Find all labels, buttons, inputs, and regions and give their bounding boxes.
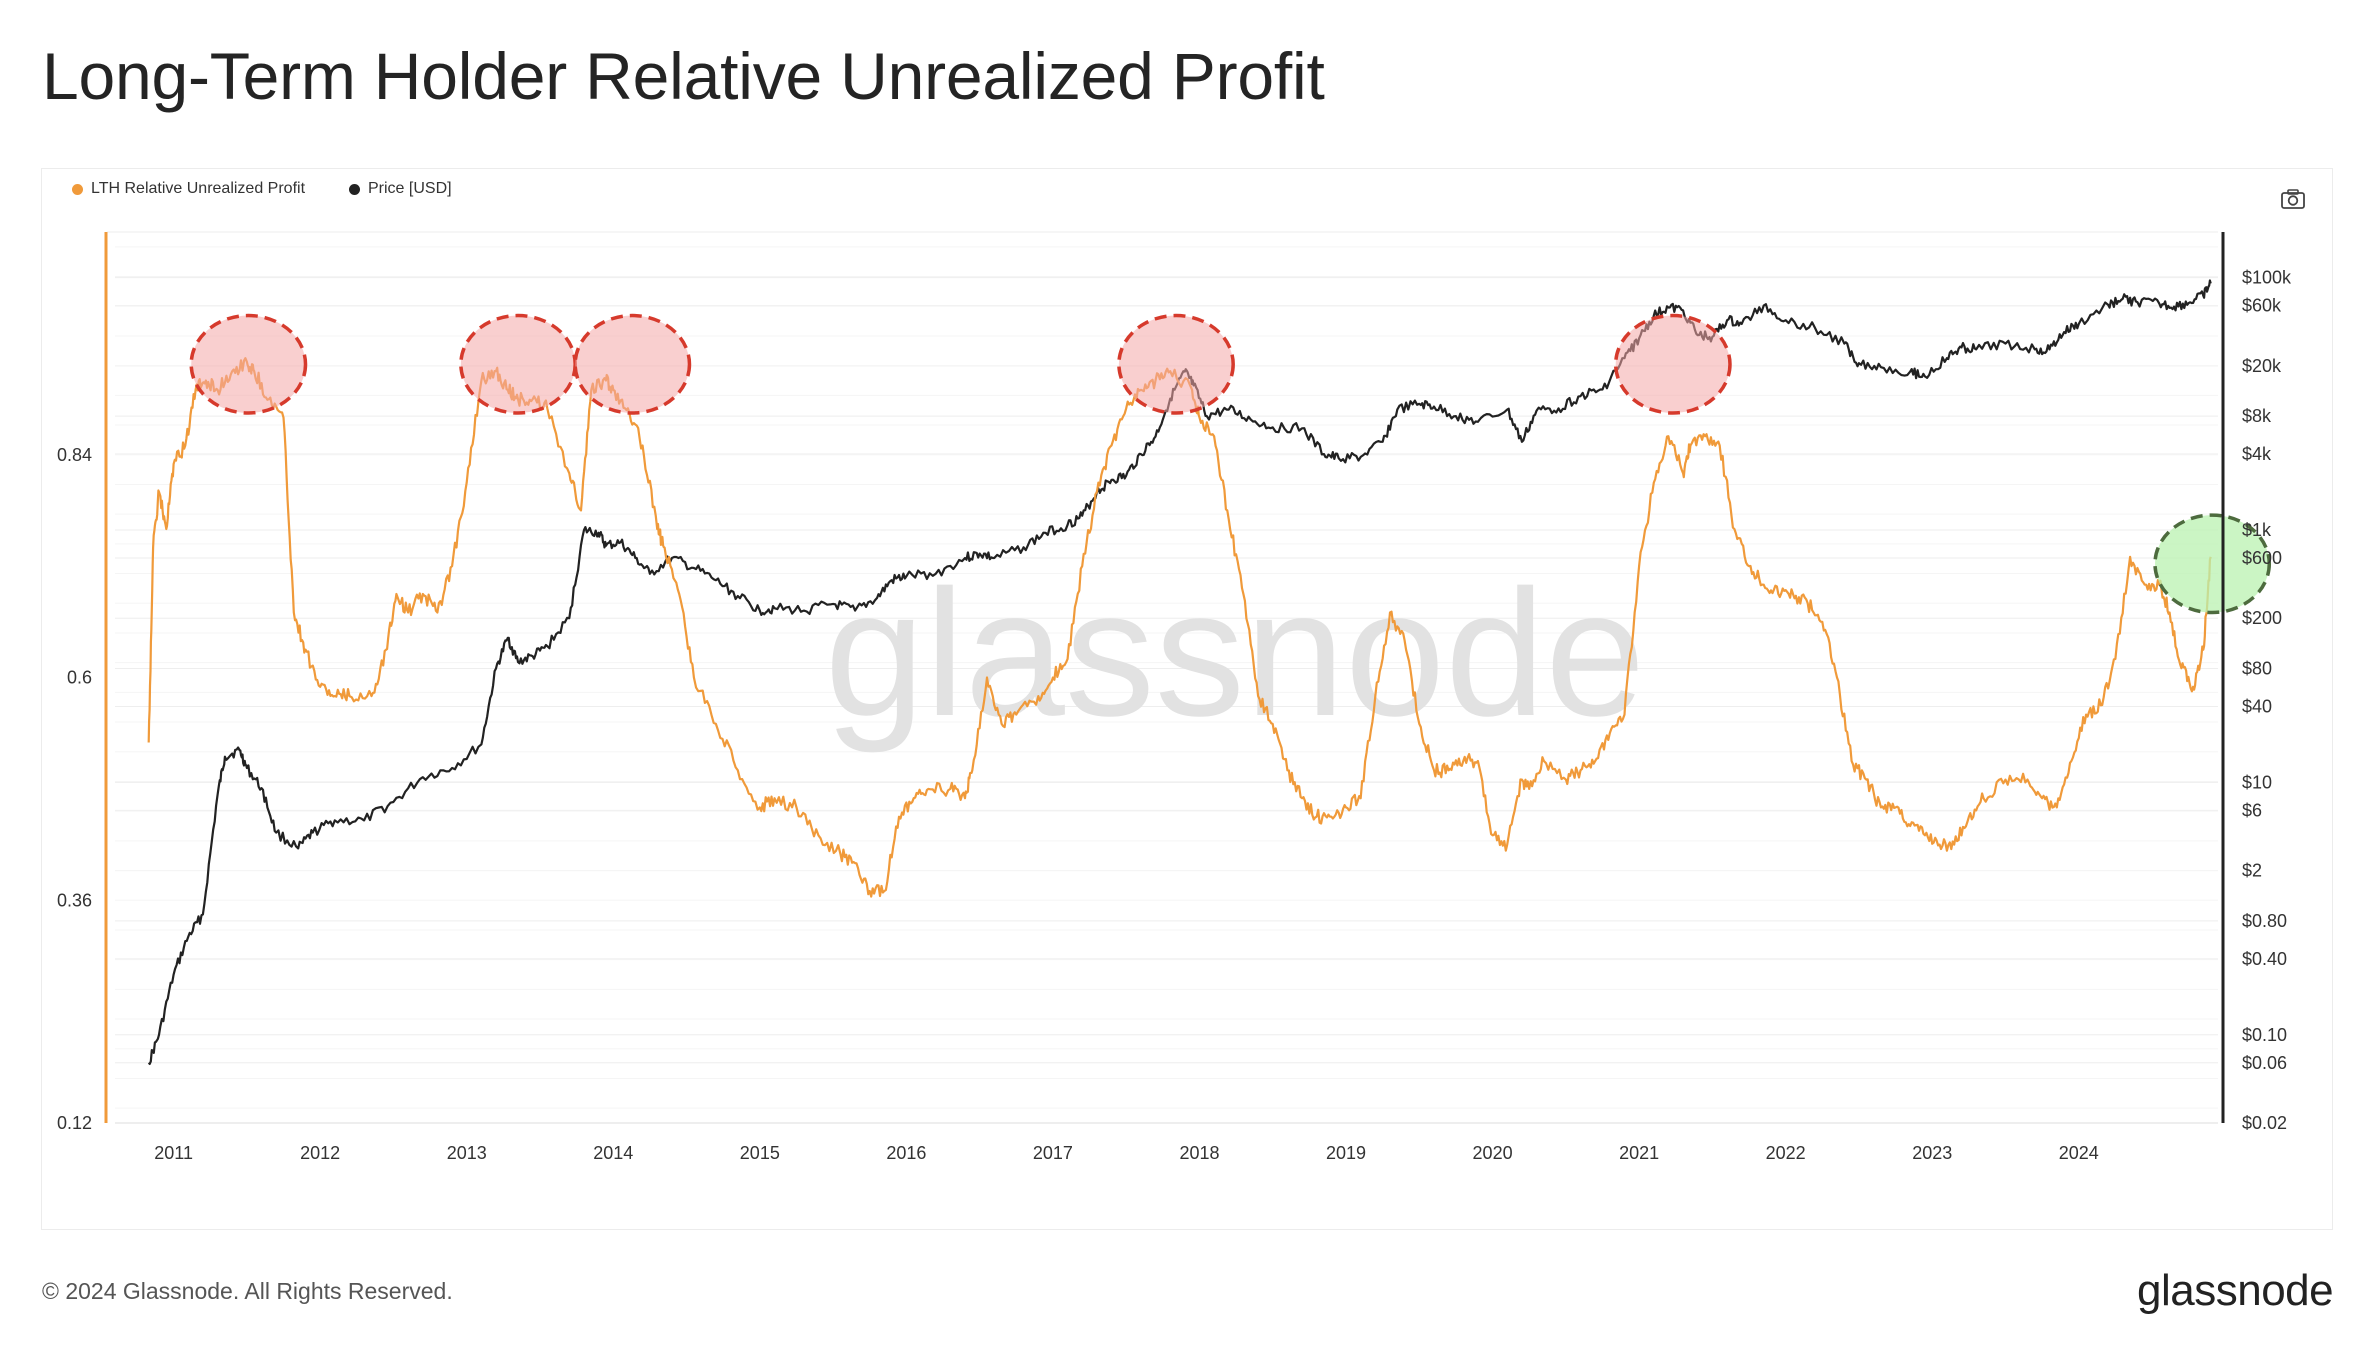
y-right-tick-label-17: $0.02 xyxy=(2242,1113,2287,1133)
y-right-tick-label-2: $20k xyxy=(2242,356,2282,376)
legend-dot-rup xyxy=(72,183,83,195)
peak-zone-red-0 xyxy=(189,313,308,415)
footer-logo[interactable]: glassnode xyxy=(2137,1266,2334,1315)
y-left-tick-label-2: 0.36 xyxy=(57,890,92,910)
y-left-tick-label-0: 0.84 xyxy=(57,445,92,465)
chart-title: Long-Term Holder Relative Unrealized Pro… xyxy=(42,39,1325,113)
y-right-tick-label-11: $6 xyxy=(2242,800,2262,820)
x-tick-label-2020: 2020 xyxy=(1473,1143,1513,1163)
y-right-tick-label-13: $0.80 xyxy=(2242,911,2287,931)
y-left-tick-label-3: 0.12 xyxy=(57,1113,92,1133)
y-right-tick-label-10: $10 xyxy=(2242,772,2272,792)
x-tick-label-2022: 2022 xyxy=(1766,1143,1806,1163)
y-right-tick-label-16: $0.06 xyxy=(2242,1053,2287,1073)
x-tick-label-2014: 2014 xyxy=(593,1143,633,1163)
camera-icon[interactable] xyxy=(2280,188,2306,210)
legend-label-rup: LTH Relative Unrealized Profit xyxy=(91,180,306,197)
x-tick-label-2015: 2015 xyxy=(740,1143,780,1163)
x-tick-label-2019: 2019 xyxy=(1326,1143,1366,1163)
x-tick-label-2018: 2018 xyxy=(1179,1143,1219,1163)
legend-item-rup[interactable]: LTH Relative Unrealized Profit xyxy=(72,180,305,198)
y-right-tick-label-4: $4k xyxy=(2242,444,2272,464)
legend-item-price[interactable]: Price [USD] xyxy=(349,180,452,198)
y-right-tick-label-0: $100k xyxy=(2242,268,2292,288)
legend-label-price: Price [USD] xyxy=(368,180,452,197)
y-right-tick-label-9: $40 xyxy=(2242,696,2272,716)
peak-zone-red-2 xyxy=(573,313,692,415)
peak-zone-red-3 xyxy=(1117,313,1235,415)
y-right-tick-label-5: $1k xyxy=(2242,520,2272,540)
peak-zone-red-4 xyxy=(1613,313,1732,415)
y-left-tick-label-1: 0.6 xyxy=(67,668,92,688)
legend-dot-price xyxy=(349,183,360,195)
x-tick-label-2017: 2017 xyxy=(1033,1143,1073,1163)
y-right-tick-label-7: $200 xyxy=(2242,608,2282,628)
y-right-tick-label-15: $0.10 xyxy=(2242,1025,2287,1045)
y-right-tick-label-3: $8k xyxy=(2242,406,2272,426)
peak-zone-red-1 xyxy=(459,313,577,415)
x-tick-label-2011: 2011 xyxy=(154,1143,193,1163)
x-tick-label-2012: 2012 xyxy=(300,1143,340,1163)
y-right-tick-label-12: $2 xyxy=(2242,861,2262,881)
current-zone-green-5 xyxy=(2153,513,2272,615)
x-tick-label-2013: 2013 xyxy=(447,1143,487,1163)
y-right-tick-label-6: $600 xyxy=(2242,548,2282,568)
y-right-tick-label-8: $80 xyxy=(2242,658,2272,678)
x-tick-label-2016: 2016 xyxy=(886,1143,926,1163)
y-right-tick-label-14: $0.40 xyxy=(2242,949,2287,969)
x-tick-label-2021: 2021 xyxy=(1619,1143,1659,1163)
footer-copyright: © 2024 Glassnode. All Rights Reserved. xyxy=(42,1278,453,1304)
y-right-tick-label-1: $60k xyxy=(2242,296,2282,316)
price-series-line xyxy=(147,279,2212,1065)
watermark-text: glassnode xyxy=(825,553,1646,754)
x-tick-label-2024: 2024 xyxy=(2059,1143,2099,1163)
x-tick-label-2023: 2023 xyxy=(1912,1143,1952,1163)
